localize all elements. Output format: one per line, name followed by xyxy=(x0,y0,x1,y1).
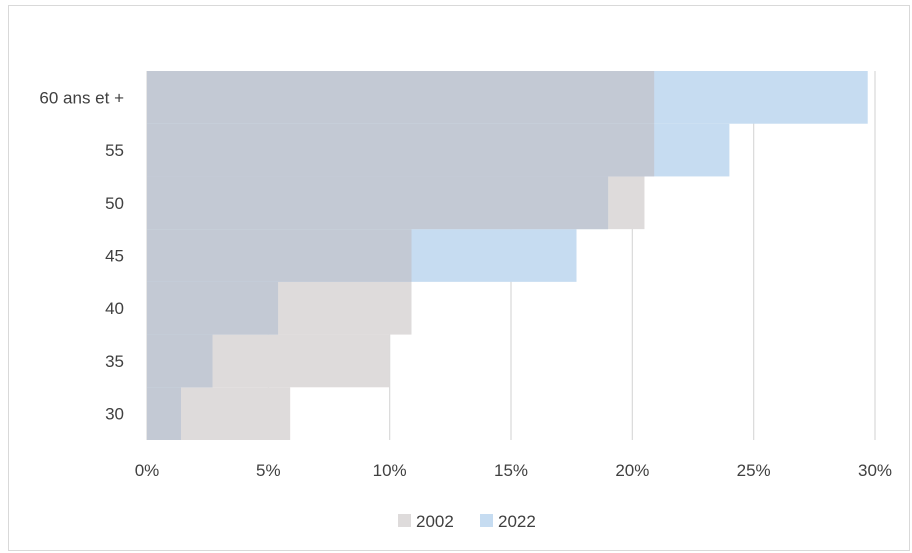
x-tick-label: 15% xyxy=(494,461,528,480)
x-tick-label: 30% xyxy=(858,461,892,480)
x-tick-label: 0% xyxy=(135,461,160,480)
y-tick-label: 50 xyxy=(105,194,124,213)
y-axis-labels: 30 35 40 45 50 55 60 ans et + xyxy=(39,88,124,423)
y-tick-label: 60 ans et + xyxy=(39,88,124,107)
y-tick-label: 55 xyxy=(105,141,124,160)
legend-swatch-2002 xyxy=(398,514,411,527)
x-tick-label: 20% xyxy=(615,461,649,480)
area-overlap-step xyxy=(147,334,213,388)
y-tick-label: 40 xyxy=(105,299,124,318)
area-overlap-step xyxy=(147,387,181,440)
y-tick-label: 30 xyxy=(105,405,124,424)
legend-swatch-2022 xyxy=(480,514,493,527)
area-overlap-step xyxy=(147,176,609,230)
legend-label-2022: 2022 xyxy=(498,512,536,531)
legend: 2002 2022 xyxy=(398,512,536,531)
x-tick-label: 5% xyxy=(256,461,281,480)
y-tick-label: 35 xyxy=(105,352,124,371)
area-overlap-step xyxy=(147,71,655,124)
area-overlap-step xyxy=(147,123,655,177)
x-tick-label: 10% xyxy=(373,461,407,480)
x-axis-labels: 0% 5% 10% 15% 20% 25% 30% xyxy=(135,461,892,480)
area-overlap-step xyxy=(147,281,279,335)
x-tick-label: 25% xyxy=(737,461,771,480)
legend-label-2002: 2002 xyxy=(416,512,454,531)
plot-areas xyxy=(147,71,868,440)
y-tick-label: 45 xyxy=(105,247,124,266)
area-overlap-step xyxy=(147,229,412,282)
